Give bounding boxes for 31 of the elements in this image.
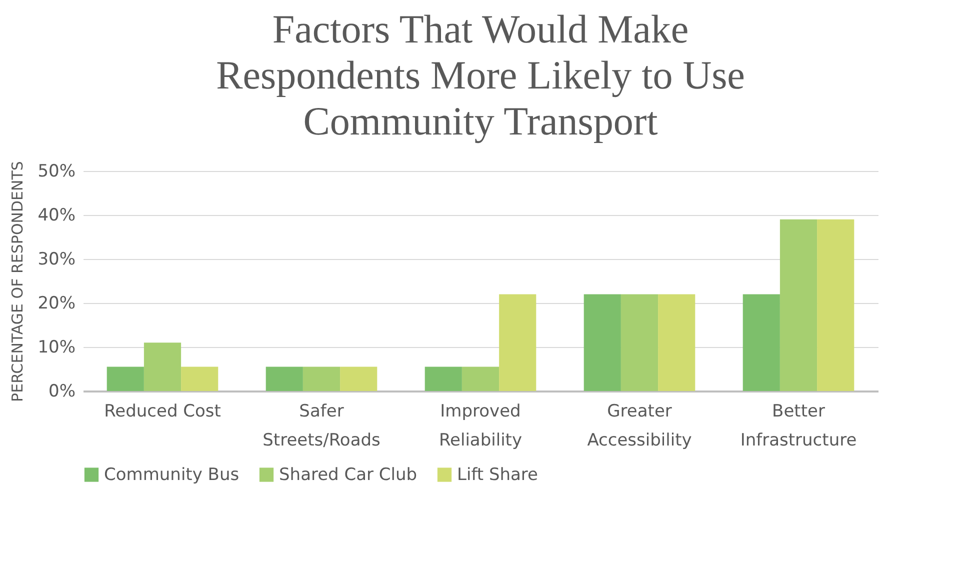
y-tick-label: 0%: [48, 382, 76, 402]
x-tick-label: Greater Accessibility: [587, 402, 692, 450]
y-tick-label: 50%: [38, 162, 76, 182]
bar: [658, 294, 696, 391]
legend-label: Lift Share: [457, 464, 538, 485]
x-tick-label: Reduced Cost: [104, 402, 222, 422]
bar: [780, 219, 818, 391]
y-axis-title: PERCENTAGE OF RESPONDENTS: [8, 161, 27, 402]
legend-label: Shared Car Club: [279, 464, 418, 485]
x-tick-label: Better Infrastructure: [740, 402, 857, 450]
x-tick-label: Improved Reliability: [438, 402, 522, 450]
bar: [742, 294, 780, 391]
chart-title: Factors That Would Make Respondents More Likely to Use Community Transport: [216, 6, 745, 144]
bar: [106, 366, 144, 391]
bar: [144, 342, 182, 391]
bar: [584, 294, 621, 391]
bar: [340, 366, 378, 391]
y-tick-label: 20%: [38, 294, 76, 314]
bar: [462, 366, 500, 391]
bar: [302, 366, 340, 391]
y-tick-label: 10%: [38, 338, 76, 358]
bar: [424, 366, 462, 391]
bar: [499, 294, 536, 391]
bar: [620, 294, 658, 391]
x-tick-label: Safer Streets/Roads: [262, 402, 381, 450]
bar: [817, 219, 854, 391]
y-tick-label: 40%: [38, 206, 76, 226]
bar: [181, 366, 218, 391]
legend-label: Community Bus: [104, 464, 240, 485]
y-tick-label: 30%: [38, 250, 76, 270]
bar: [266, 366, 303, 391]
